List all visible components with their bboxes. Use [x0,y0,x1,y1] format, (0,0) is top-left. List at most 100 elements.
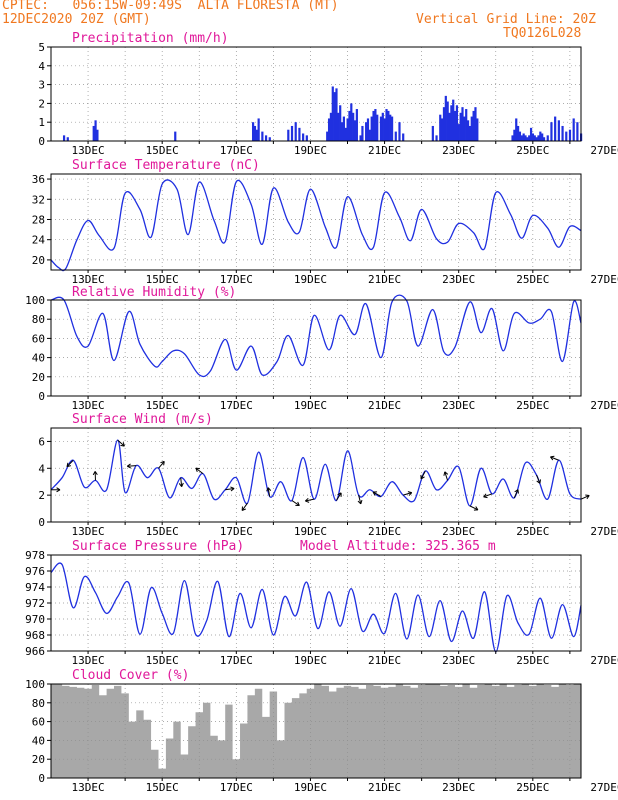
series-line [50,294,582,378]
y-tick-label: 972 [25,597,45,610]
precip-bar [264,135,268,141]
x-tick-label: 19DEC [294,781,327,794]
precip-bar [342,116,345,141]
precip-bar [472,110,475,141]
precip-bar [255,129,258,141]
wind-arrow [335,492,342,501]
y-tick-label: 40 [32,734,45,747]
precip-bar [381,112,384,141]
wind-arrow-head [483,493,488,499]
precip-bar [526,137,529,141]
wind-arrow [225,488,235,491]
precip-bar [541,133,544,141]
x-tick-label: 15DEC [146,654,179,667]
x-tick-label: 25DEC [516,525,549,538]
y-tick-label: 970 [25,613,45,626]
wind-arrow [195,467,204,475]
precip-bar [450,105,453,141]
wind-arrow [372,491,382,497]
panel-title: Precipitation (mm/h) [72,31,229,46]
series-line [50,562,582,653]
x-tick-label: 13DEC [72,144,105,157]
precip-bar [383,118,386,141]
precip-bar [294,122,297,141]
precip-bar [435,135,438,141]
precip-bar [361,125,364,141]
y-tick-label: 20 [32,753,45,766]
x-tick-label: 25DEC [516,654,549,667]
precip-bar [251,122,255,141]
wind-arrow [444,471,449,481]
panel-frame [50,46,582,142]
precip-bar [385,109,388,141]
y-tick-label: 80 [32,697,45,710]
precip-bar [535,137,538,141]
y-tick-label: 100 [25,678,45,691]
precip-bar [546,135,549,141]
wind-arrow-head [295,501,300,507]
wind-arrow [402,492,412,496]
x-tick-label: 25DEC [516,273,549,286]
precip-bar [366,118,370,141]
wind-arrow [180,477,183,487]
y-tick-label: 966 [25,645,45,658]
x-tick-label: 21DEC [368,273,401,286]
precip-bar [96,129,99,141]
y-tick-label: 20 [32,254,45,267]
panel-title: Relative Humidity (%) [72,285,236,300]
y-tick-label: 2 [38,97,45,110]
precip-bar [542,137,546,141]
x-tick-label: 17DEC [220,654,253,667]
y-tick-label: 80 [32,313,45,326]
wind-arrow-head [56,487,61,493]
wind-arrow-head [66,462,71,468]
precip-bar [465,109,468,141]
precip-bar [516,125,520,141]
precip-bar [476,118,479,141]
precip-bar [539,131,542,141]
x-tick-label: 17DEC [220,273,253,286]
wind-arrow-head [266,487,272,492]
cloud-cover-area [51,684,581,778]
series-line [50,439,582,507]
y-tick-label: 100 [25,294,45,307]
x-tick-label: 15DEC [146,399,179,412]
precip-bar [352,112,355,141]
precip-bar [333,92,336,141]
wind-arrow-head [536,479,542,484]
x-tick-label: 19DEC [294,273,327,286]
y-tick-label: 0 [38,772,45,785]
precip-bar [353,120,357,141]
precip-bar [557,120,560,141]
precip-bar [468,125,472,141]
precip-bar [466,120,470,141]
precip-bar [531,133,535,141]
wind-arrow [241,502,248,511]
wind-arrow [513,489,519,499]
precip-bar [379,116,383,141]
x-tick-label: 21DEC [368,144,401,157]
wind-arrow-head [420,474,425,480]
y-tick-label: 4 [38,462,45,475]
wind-arrow-head [337,492,342,497]
precip-bar [261,131,264,141]
precip-bar [359,135,362,141]
x-tick-label: 19DEC [294,525,327,538]
wind-arrow [420,470,426,480]
x-tick-label: 21DEC [368,399,401,412]
wind-arrow-head [160,460,165,466]
y-tick-label: 1 [38,116,45,129]
wind-arrow-head [92,471,98,476]
x-tick-label: 17DEC [220,399,253,412]
precip-bar [62,135,66,141]
y-tick-label: 4 [38,60,45,73]
wind-arrow [305,498,315,502]
precip-bar [537,135,540,141]
precip-bar [268,137,271,141]
precip-bar [350,103,353,141]
precip-bar [398,122,401,141]
